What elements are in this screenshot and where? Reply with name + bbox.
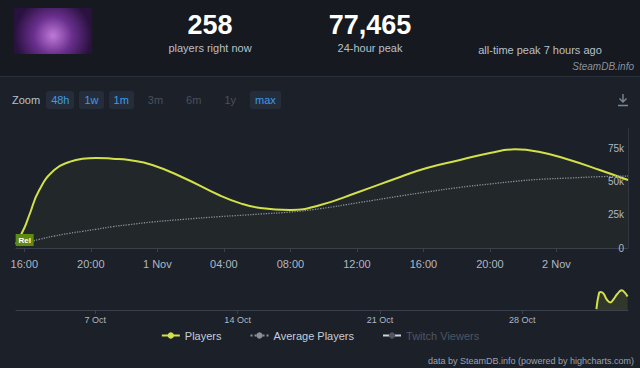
html-text:3m: 3m: [147, 94, 164, 106]
svg-text:04:00: 04:00: [210, 258, 238, 270]
html-text:1m: 1m: [113, 94, 129, 106]
html-text:Zoom: Zoom: [12, 94, 41, 106]
html-text:1y: 1y: [224, 94, 236, 106]
svg-text:28 Oct: 28 Oct: [509, 315, 536, 325]
svg-text:Average Players: Average Players: [274, 330, 355, 342]
svg-text:12:00: 12:00: [343, 258, 371, 270]
svg-text:75k: 75k: [608, 143, 625, 154]
svg-text:1 Nov: 1 Nov: [143, 258, 172, 270]
svg-text:7 Oct: 7 Oct: [85, 315, 107, 325]
svg-text:20:00: 20:00: [77, 258, 105, 270]
svg-text:16:00: 16:00: [410, 258, 438, 270]
svg-text:Twitch Viewers: Twitch Viewers: [406, 330, 480, 342]
html-text:77,465: 77,465: [328, 10, 412, 40]
html-text:258: 258: [187, 10, 233, 40]
html-text:6m: 6m: [186, 94, 202, 106]
svg-text:14 Oct: 14 Oct: [224, 315, 251, 325]
svg-text:2 Nov: 2 Nov: [542, 258, 571, 270]
html-text:SteamDB.info: SteamDB.info: [572, 61, 634, 72]
html-text:24-hour peak: 24-hour peak: [337, 42, 403, 54]
svg-text:08:00: 08:00: [277, 258, 305, 270]
html-text:max: max: [255, 94, 276, 106]
svg-text:Players: Players: [185, 330, 222, 342]
html-text:players right now: players right now: [168, 42, 252, 54]
html-text:48h: 48h: [51, 94, 70, 106]
svg-text:21 Oct: 21 Oct: [367, 315, 394, 325]
html-text:all-time peak 7 hours ago: all-time peak 7 hours ago: [478, 44, 602, 56]
html-text:data by SteamDB.info (powered: data by SteamDB.info (powered by highcha…: [427, 356, 634, 366]
svg-text:20:00: 20:00: [476, 258, 504, 270]
svg-text:Rel: Rel: [18, 236, 30, 245]
html-text:1w: 1w: [84, 94, 99, 106]
svg-text:16:00: 16:00: [11, 258, 39, 270]
